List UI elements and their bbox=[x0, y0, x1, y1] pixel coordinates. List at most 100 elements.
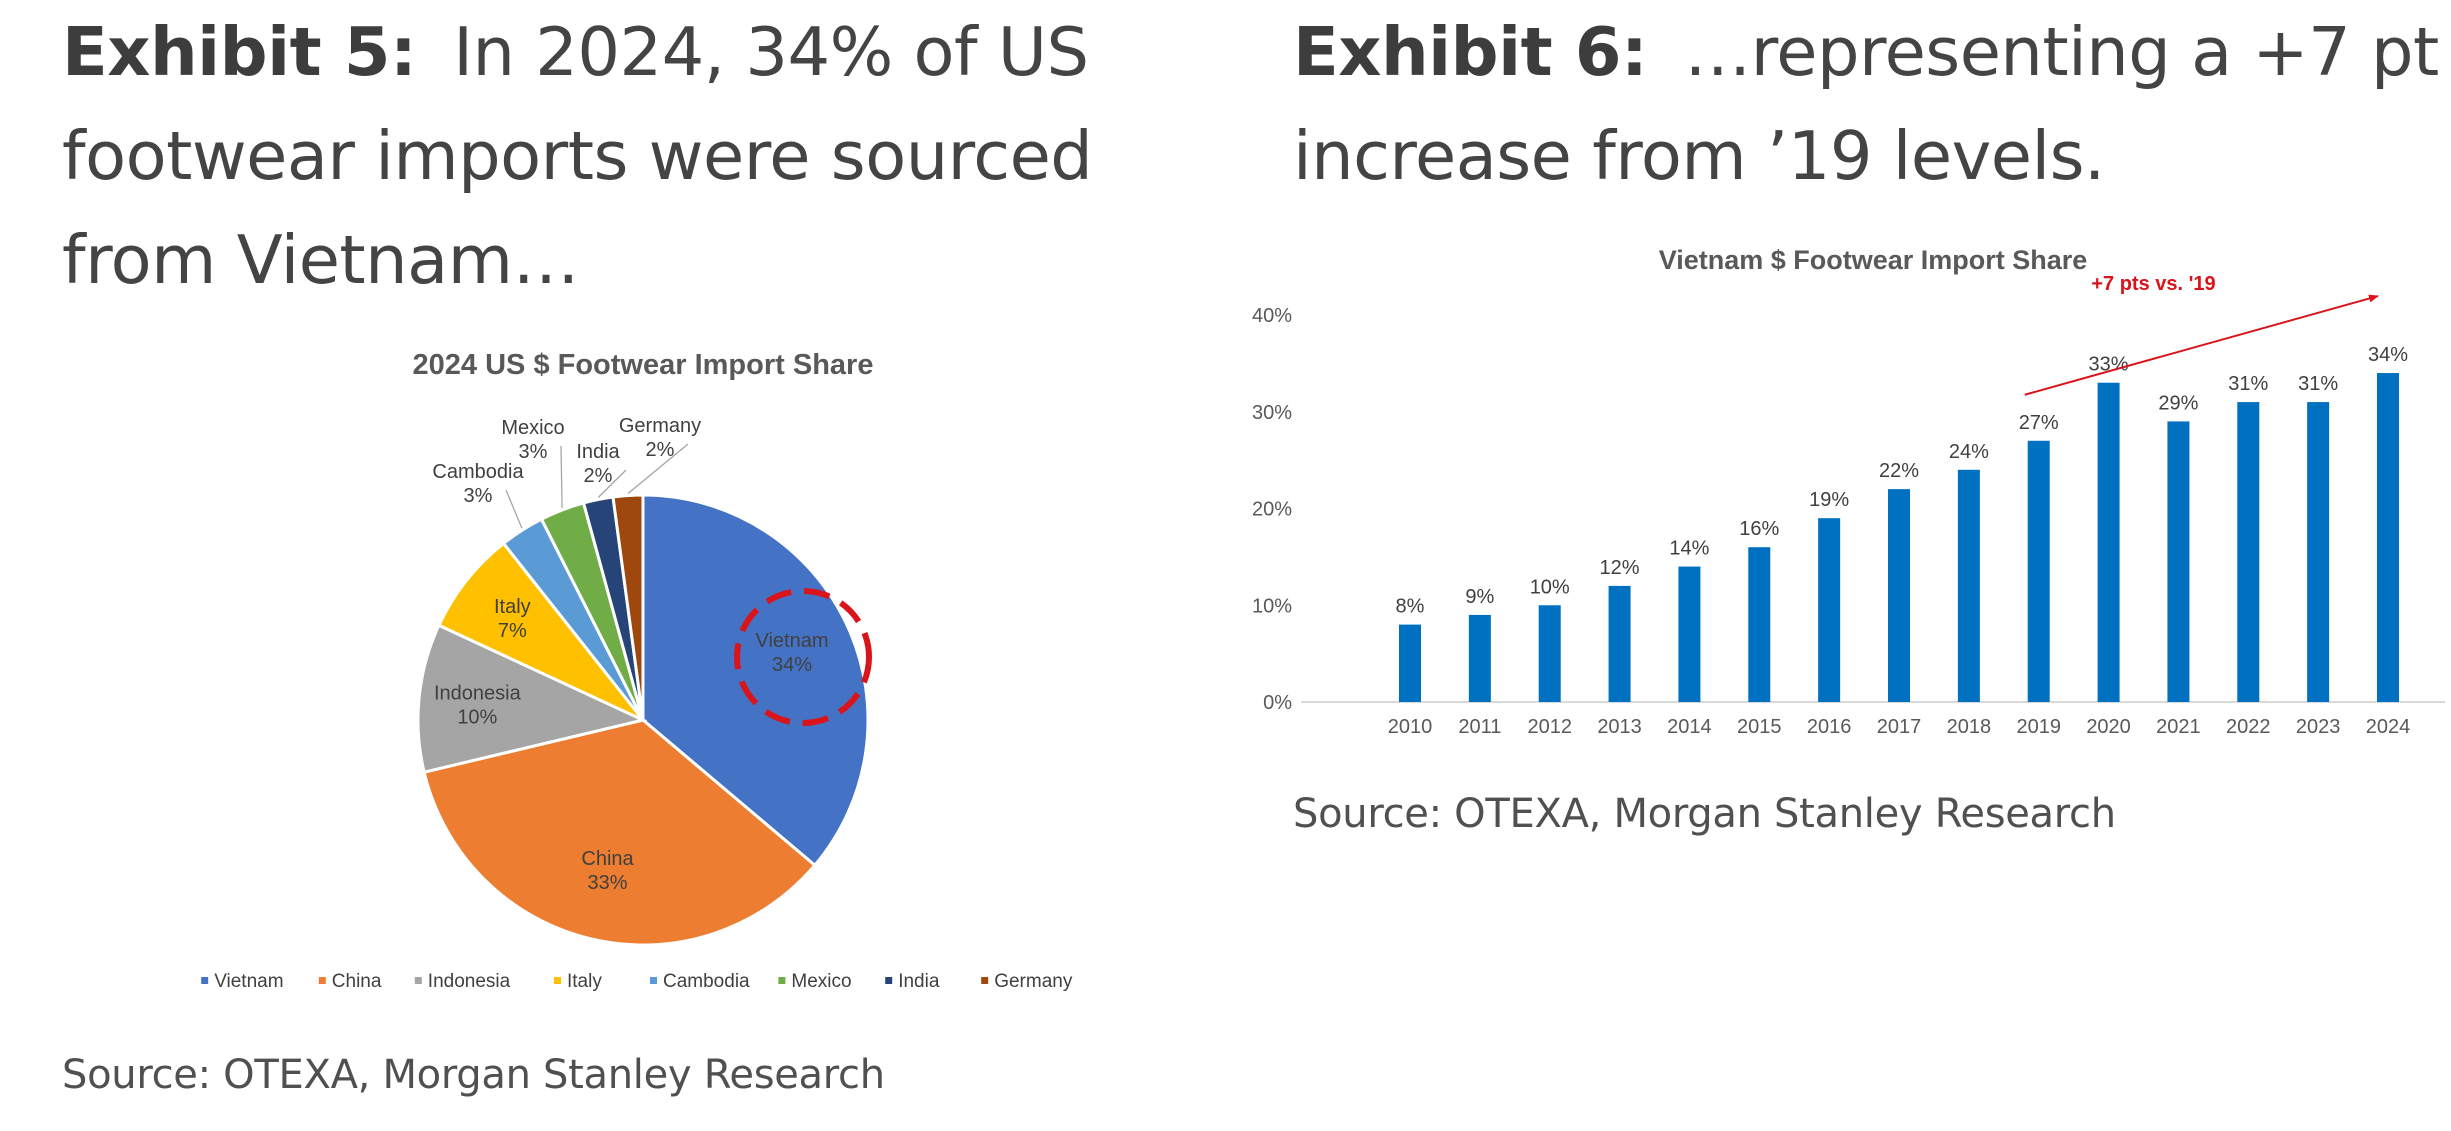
pie-value-mexico: 3% bbox=[519, 441, 548, 463]
legend-label-indonesia: Indonesia bbox=[428, 971, 511, 992]
pie-chart-title: 2024 US $ Footwear Import Share bbox=[413, 349, 874, 381]
pie-value-china: 33% bbox=[588, 872, 628, 894]
legend-label-germany: Germany bbox=[994, 971, 1073, 992]
bar-data-label-2011: 9% bbox=[1465, 586, 1494, 608]
x-tick-label-2021: 2021 bbox=[2156, 716, 2201, 738]
pie-leader-india bbox=[597, 469, 627, 498]
exhibit-5-headline: In 2024, 34% of US footwear imports were… bbox=[62, 13, 1093, 299]
y-tick-label: 30% bbox=[1252, 402, 1292, 424]
bar-data-label-2013: 12% bbox=[1600, 557, 1640, 579]
exhibit-5-panel: Exhibit 5: In 2024, 34% of US footwear im… bbox=[62, 0, 1222, 1098]
legend-label-mexico: Mexico bbox=[791, 971, 851, 992]
exhibit-6-title: Exhibit 6: …representing a +7 pt increase… bbox=[1293, 0, 2443, 208]
legend-label-vietnam: Vietnam bbox=[214, 971, 283, 992]
x-tick-label-2016: 2016 bbox=[1807, 716, 1852, 738]
bar-2024 bbox=[2377, 373, 2399, 702]
annotation-arrow bbox=[2024, 294, 2379, 396]
legend-label-china: China bbox=[332, 971, 382, 992]
pie-value-vietnam: 34% bbox=[772, 654, 812, 676]
legend-label-cambodia: Cambodia bbox=[663, 971, 750, 992]
bar-2018 bbox=[1957, 469, 1980, 702]
x-tick-label-2017: 2017 bbox=[1877, 716, 1922, 738]
bar-data-label-2024: 34% bbox=[2368, 344, 2408, 366]
pie-slice-germany bbox=[611, 493, 645, 721]
legend-label-italy: Italy bbox=[567, 971, 602, 992]
pie-slice-italy bbox=[436, 541, 645, 722]
pie-value-germany: 2% bbox=[646, 439, 675, 461]
annotation-label: +7 pts vs. '19 bbox=[2091, 273, 2215, 295]
x-tick-label-2018: 2018 bbox=[1947, 716, 1992, 738]
x-tick-label-2019: 2019 bbox=[2016, 716, 2061, 738]
pie-label-india: India bbox=[576, 441, 620, 463]
x-tick-label-2010: 2010 bbox=[1388, 716, 1433, 738]
legend-swatch-mexico bbox=[778, 977, 786, 984]
pie-slice-china bbox=[422, 718, 817, 947]
pie-label-germany: Germany bbox=[619, 415, 701, 437]
x-tick-label-2014: 2014 bbox=[1667, 716, 1712, 738]
bar-2019 bbox=[2027, 440, 2050, 702]
legend-swatch-cambodia bbox=[650, 977, 657, 984]
exhibit-5-source: Source: OTEXA, Morgan Stanley Research bbox=[62, 1052, 885, 1098]
legend-swatch-germany bbox=[981, 977, 989, 984]
bar-data-label-2014: 14% bbox=[1669, 538, 1709, 560]
pie-label-mexico: Mexico bbox=[501, 417, 564, 439]
bar-2012 bbox=[1538, 605, 1561, 702]
legend-swatch-india bbox=[885, 977, 893, 984]
bar-data-label-2012: 10% bbox=[1530, 576, 1570, 598]
exhibit-6-source: Source: OTEXA, Morgan Stanley Research bbox=[1293, 791, 2116, 837]
pie-label-china: China bbox=[581, 848, 634, 870]
bar-2016 bbox=[1818, 518, 1841, 702]
x-tick-label-2013: 2013 bbox=[1597, 716, 1642, 738]
bar-2010 bbox=[1399, 624, 1421, 702]
bar-data-label-2022: 31% bbox=[2228, 373, 2268, 395]
bar-2014 bbox=[1678, 566, 1701, 702]
pie-value-indonesia: 10% bbox=[457, 706, 497, 728]
pie-slice-vietnam bbox=[641, 493, 870, 868]
pie-label-indonesia: Indonesia bbox=[434, 682, 522, 704]
legend-swatch-indonesia bbox=[414, 977, 422, 984]
exhibit-6-panel: Exhibit 6: …representing a +7 pt increase… bbox=[1230, 0, 2451, 1131]
pie-leader-mexico bbox=[560, 445, 563, 509]
pie-value-cambodia: 3% bbox=[464, 485, 493, 507]
x-tick-label-2020: 2020 bbox=[2086, 716, 2131, 738]
bar-2021 bbox=[2167, 421, 2190, 702]
bar-2011 bbox=[1468, 614, 1491, 702]
y-tick-label: 20% bbox=[1252, 499, 1292, 521]
x-tick-label-2023: 2023 bbox=[2296, 716, 2341, 738]
exhibit-6-label: Exhibit 6: bbox=[1293, 13, 1648, 91]
pie-label-italy: Italy bbox=[494, 596, 531, 618]
bar-data-label-2023: 31% bbox=[2298, 373, 2338, 395]
pie-value-italy: 7% bbox=[498, 620, 527, 642]
pie-chart: 2024 US $ Footwear Import Share Vietnam3… bbox=[201, 349, 1073, 992]
bar-data-label-2015: 16% bbox=[1739, 518, 1779, 540]
bar-data-label-2020: 33% bbox=[2089, 354, 2129, 376]
bar-chart: Vietnam $ Footwear Import Share 0% 10% 20%… bbox=[1252, 245, 2445, 738]
bar-data-label-2016: 19% bbox=[1809, 489, 1849, 511]
bar-2022 bbox=[2237, 402, 2260, 702]
exhibit-5-title: Exhibit 5: In 2024, 34% of US footwear im… bbox=[62, 0, 1222, 312]
bar-data-label-2017: 22% bbox=[1879, 460, 1919, 482]
x-tick-label-2022: 2022 bbox=[2226, 716, 2271, 738]
bar-2015 bbox=[1748, 547, 1771, 702]
bar-2020 bbox=[2097, 382, 2120, 702]
x-tick-label-2011: 2011 bbox=[1458, 716, 1501, 738]
y-tick-label: 0% bbox=[1263, 692, 1292, 714]
legend-swatch-italy bbox=[554, 977, 561, 984]
y-tick-label: 10% bbox=[1252, 595, 1292, 617]
pie-label-vietnam: Vietnam bbox=[755, 630, 828, 652]
legend-swatch-vietnam bbox=[201, 977, 209, 984]
y-tick-label: 40% bbox=[1252, 305, 1292, 327]
pie-leader-germany bbox=[627, 443, 689, 495]
bar-data-label-2021: 29% bbox=[2158, 392, 2198, 414]
bar-2023 bbox=[2307, 402, 2330, 702]
legend-label-india: India bbox=[898, 971, 940, 992]
legend-swatch-china bbox=[318, 977, 326, 984]
bar-2017 bbox=[1888, 489, 1910, 702]
x-tick-label-2024: 2024 bbox=[2366, 716, 2411, 738]
exhibit-5-label: Exhibit 5: bbox=[62, 13, 417, 91]
bar-data-label-2018: 24% bbox=[1949, 441, 1989, 463]
x-tick-label-2012: 2012 bbox=[1527, 716, 1572, 738]
bar-chart-title: Vietnam $ Footwear Import Share bbox=[1659, 245, 2088, 275]
bar-2013 bbox=[1608, 585, 1631, 702]
pie-leader-cambodia bbox=[505, 489, 523, 529]
